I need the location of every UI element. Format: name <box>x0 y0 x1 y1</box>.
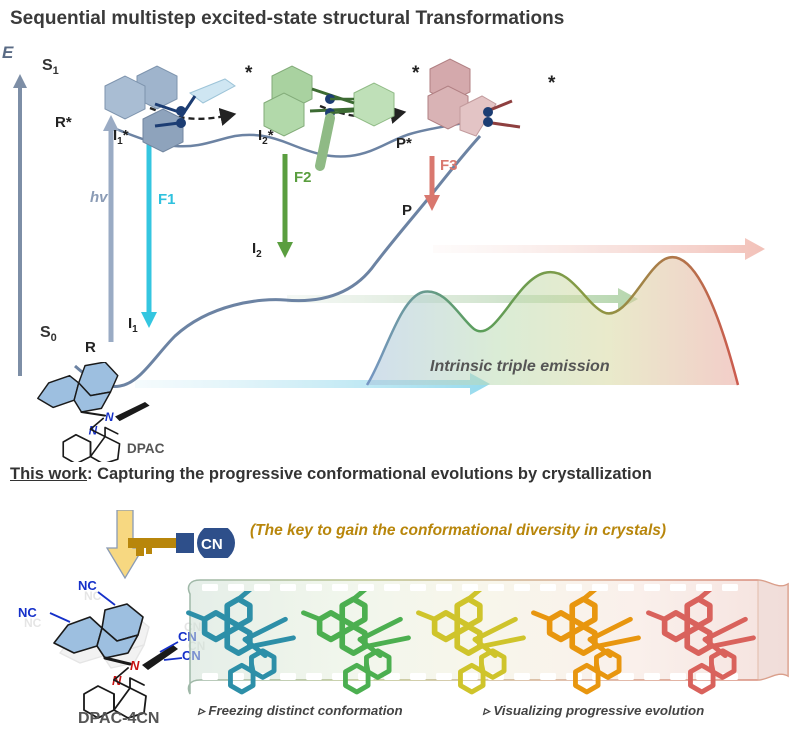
svg-text:P: P <box>402 202 412 219</box>
svg-text:R: R <box>85 339 96 356</box>
svg-text:S0: S0 <box>40 324 57 344</box>
svg-text:F3: F3 <box>440 157 458 174</box>
svg-text:NC: NC <box>78 578 97 593</box>
svg-text:DPAC: DPAC <box>127 441 165 456</box>
svg-text:*: * <box>548 73 556 94</box>
svg-text:F1: F1 <box>158 191 176 208</box>
svg-text:N: N <box>130 658 140 673</box>
svg-text:DPAC-4CN: DPAC-4CN <box>78 710 159 727</box>
svg-text:Intrinsic triple emission: Intrinsic triple emission <box>430 358 610 375</box>
svg-text:NC: NC <box>18 605 37 620</box>
svg-text:I1: I1 <box>128 315 138 335</box>
svg-text:R*: R* <box>55 114 72 131</box>
svg-text:*: * <box>412 63 420 84</box>
svg-text:S1: S1 <box>42 57 59 77</box>
svg-text:hv: hv <box>90 189 109 206</box>
svg-text:CN: CN <box>201 536 223 553</box>
svg-text:I2: I2 <box>252 240 262 260</box>
svg-text:*: * <box>245 63 253 84</box>
svg-text:F2: F2 <box>294 169 312 186</box>
svg-text:P*: P* <box>396 135 412 152</box>
svg-text:N: N <box>105 410 114 424</box>
svg-text:E: E <box>2 43 14 62</box>
